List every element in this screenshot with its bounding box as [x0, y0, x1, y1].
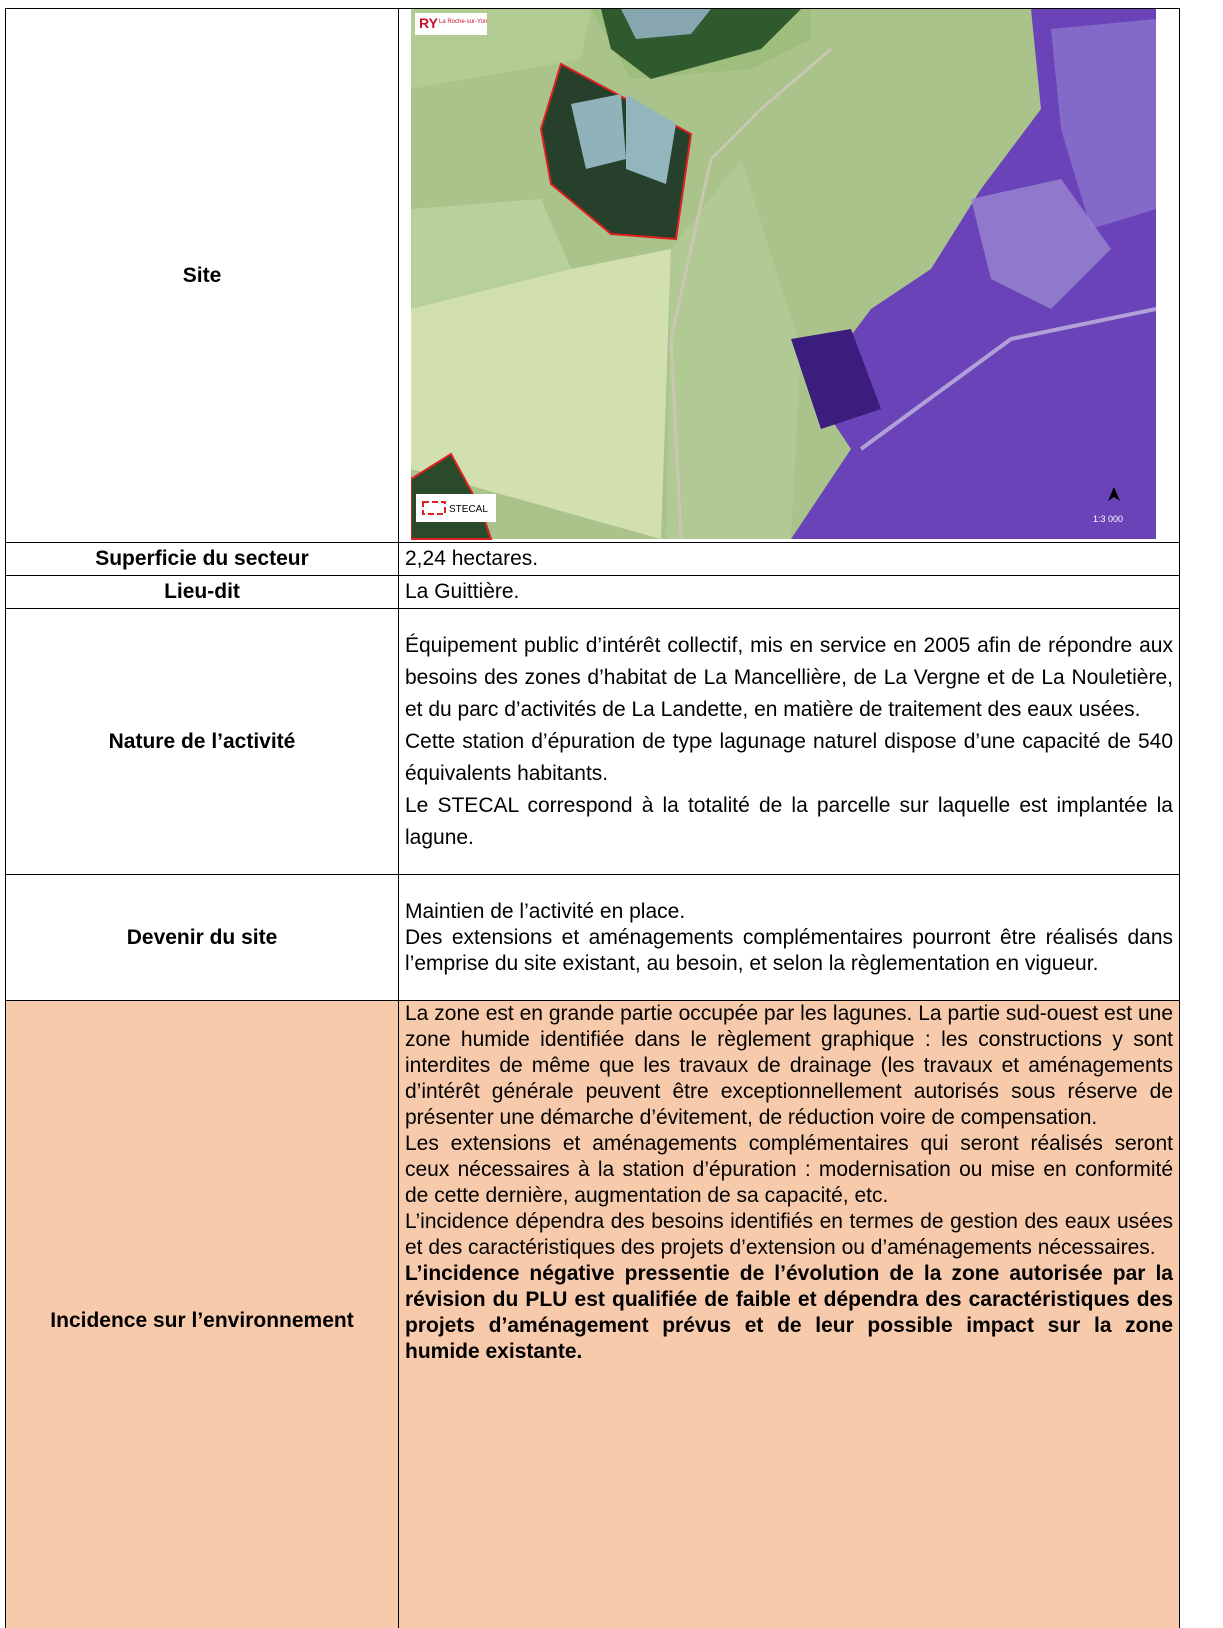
row: Site RY La Roche-sur-Yon — [5, 8, 1180, 543]
paragraph: Les extensions et aménagements complémen… — [405, 1132, 1173, 1207]
map-scale: 1:3 000 — [1093, 514, 1123, 524]
row-value: 2,24 hectares. — [398, 542, 1180, 576]
paragraph: Maintien de l’activité en place. — [405, 899, 686, 923]
row-value: La zone est en grande partie occupée par… — [398, 1000, 1180, 1628]
paragraph: 2,24 hectares. — [405, 547, 539, 570]
row: Lieu-dit La Guittière. — [5, 575, 1180, 609]
paragraph: Équipement public d’intérêt collectif, m… — [405, 633, 1173, 721]
svg-text:RY: RY — [419, 15, 439, 31]
paragraph: La Guittière. — [405, 580, 520, 603]
row: Incidence sur l’environnement La zone est… — [5, 1000, 1180, 1628]
row-value: La Guittière. — [398, 575, 1180, 609]
row: Devenir du site Maintien de l’activité en… — [5, 874, 1180, 1001]
row-value: Maintien de l’activité en place. Des exte… — [398, 874, 1180, 1001]
map-legend: STECAL — [449, 504, 488, 515]
map: RY La Roche-sur-Yon STECAL 1:3 000 — [411, 9, 1157, 540]
row-label: Nature de l’activité — [5, 608, 399, 875]
row-value: Équipement public d’intérêt collectif, m… — [398, 608, 1180, 875]
paragraph: Cette station d’épuration de type laguna… — [405, 729, 1173, 785]
row: Nature de l’activité Équipement public d’… — [5, 608, 1180, 875]
row-label: Incidence sur l’environnement — [5, 1000, 399, 1628]
conclusion: L’incidence négative pressentie de l’évo… — [405, 1262, 1173, 1363]
row-label: Lieu-dit — [5, 575, 399, 609]
map-logo: La Roche-sur-Yon — [439, 19, 487, 25]
paragraph: L’incidence dépendra des besoins identif… — [405, 1210, 1173, 1259]
paragraph: Des extensions et aménagements complémen… — [405, 925, 1173, 975]
row-label: Devenir du site — [5, 874, 399, 1001]
row-label: Superficie du secteur — [5, 542, 399, 576]
paragraph: La zone est en grande partie occupée par… — [405, 1002, 1173, 1129]
paragraph: Le STECAL correspond à la totalité de la… — [405, 793, 1173, 849]
row: Superficie du secteur 2,24 hectares. — [5, 542, 1180, 576]
map-cell: RY La Roche-sur-Yon STECAL 1:3 000 — [398, 8, 1180, 543]
row-label: Site — [5, 8, 399, 543]
info-table: Site RY La Roche-sur-Yon — [5, 8, 1180, 1628]
